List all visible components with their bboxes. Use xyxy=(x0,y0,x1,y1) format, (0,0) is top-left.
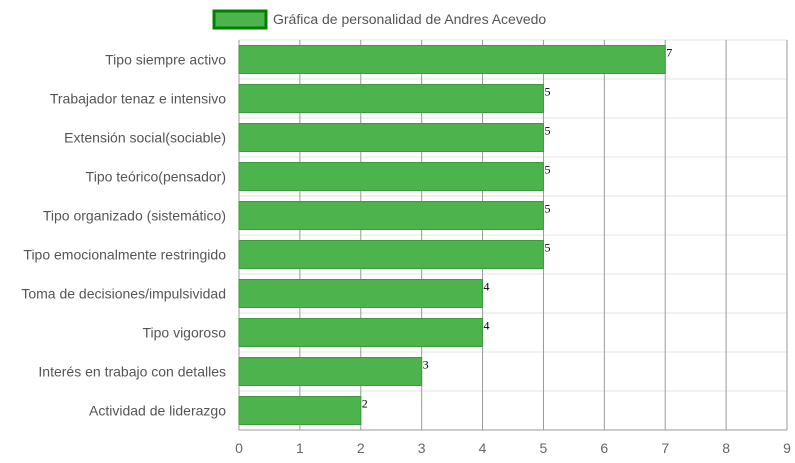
x-tick-label: 9 xyxy=(783,440,791,456)
bar[interactable] xyxy=(238,84,544,113)
x-tick-label: 7 xyxy=(661,440,669,456)
bar[interactable] xyxy=(238,162,544,191)
bar[interactable] xyxy=(238,201,544,230)
legend[interactable]: Gráfica de personalidad de Andres Aceved… xyxy=(212,9,546,30)
x-tick-label: 3 xyxy=(418,440,426,456)
x-tick-label: 2 xyxy=(357,440,365,456)
category-label: Trabajador tenaz e intensivo xyxy=(50,91,226,107)
x-tick-label: 8 xyxy=(722,440,730,456)
category-label: Tipo emocionalmente restringido xyxy=(23,247,226,263)
value-label: 5 xyxy=(544,163,550,177)
category-label: Tipo siempre activo xyxy=(105,52,226,68)
x-axis-ticks: 0 1 2 3 4 5 6 7 8 9 xyxy=(235,440,791,456)
bar[interactable] xyxy=(238,396,362,425)
x-tick-label: 4 xyxy=(479,440,487,456)
category-label: Toma de decisiones/impulsividad xyxy=(21,286,226,302)
bar[interactable] xyxy=(238,240,544,269)
bar[interactable] xyxy=(238,318,484,347)
x-tick-label: 5 xyxy=(540,440,548,456)
category-label: Tipo teórico(pensador) xyxy=(86,169,226,185)
x-tick-label: 0 xyxy=(235,440,243,456)
value-label: 4 xyxy=(484,319,490,333)
category-label: Interés en trabajo con detalles xyxy=(38,364,226,380)
value-label: 5 xyxy=(544,124,550,138)
legend-swatch[interactable] xyxy=(212,9,268,30)
x-tick-label: 1 xyxy=(296,440,304,456)
bar[interactable] xyxy=(238,279,484,308)
category-label: Tipo vigoroso xyxy=(142,325,226,341)
value-label: 2 xyxy=(362,397,368,411)
value-label: 5 xyxy=(544,85,550,99)
bars-layer xyxy=(238,45,666,425)
category-label: Extensión social(sociable) xyxy=(64,130,226,146)
category-label: Tipo organizado (sistemático) xyxy=(43,208,226,224)
value-label: 5 xyxy=(544,241,550,255)
value-label: 5 xyxy=(544,202,550,216)
value-label: 3 xyxy=(423,358,429,372)
legend-label[interactable]: Gráfica de personalidad de Andres Aceved… xyxy=(273,11,546,27)
value-labels: 7 5 5 5 5 5 4 4 3 2 xyxy=(362,46,672,411)
x-tick-label: 6 xyxy=(600,440,608,456)
category-labels: Tipo siempre activo Trabajador tenaz e in… xyxy=(21,52,226,419)
bar[interactable] xyxy=(238,357,423,386)
bar[interactable] xyxy=(238,123,544,152)
category-label: Actividad de liderazgo xyxy=(89,403,226,419)
value-label: 7 xyxy=(666,46,672,60)
value-label: 4 xyxy=(484,280,490,294)
bar[interactable] xyxy=(238,45,666,74)
